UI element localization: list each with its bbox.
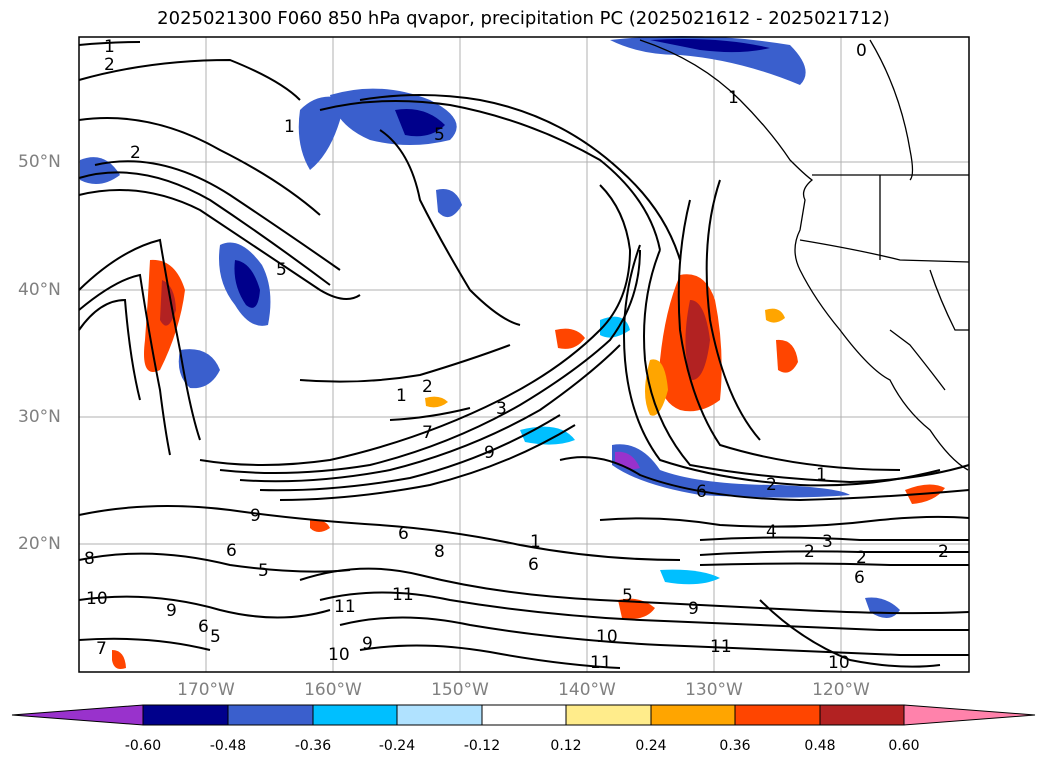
lat-label: 30°N — [18, 407, 61, 427]
contour-label: 6 — [696, 482, 707, 502]
colorbar-segment — [819, 704, 905, 726]
lon-label: 150°W — [431, 680, 489, 700]
contour-label: 9 — [484, 443, 495, 463]
contour-label: 3 — [496, 399, 507, 419]
contour-label: 6 — [198, 617, 209, 637]
contour-label: 3 — [822, 532, 833, 552]
contour-label: 6 — [398, 524, 409, 544]
colorbar-segment — [481, 704, 567, 726]
colorbar-extend-high — [903, 704, 1036, 726]
contour-label: 1 — [816, 465, 827, 485]
contour-label: 5 — [258, 561, 269, 581]
contour-label: 9 — [166, 601, 177, 621]
map-title: 2025021300 F060 850 hPa qvapor, precipit… — [157, 8, 890, 29]
lon-label: 170°W — [177, 680, 235, 700]
contour-label: 11 — [710, 637, 732, 657]
colorbar-tick: 0.36 — [719, 738, 751, 754]
contour-label: 8 — [434, 542, 445, 562]
contour-label: 7 — [96, 639, 107, 659]
colorbar-segment — [312, 704, 398, 726]
colorbar-segment — [142, 704, 229, 726]
precip-positive-areas — [112, 259, 945, 669]
colorbar-tick: -0.12 — [463, 738, 501, 754]
colorbar-segment — [734, 704, 821, 726]
lat-label: 40°N — [18, 280, 61, 300]
contour-label: 11 — [392, 585, 414, 605]
contour-label: 2 — [422, 377, 433, 397]
lon-label: 130°W — [685, 680, 743, 700]
contour-label: 10 — [86, 589, 108, 609]
contour-label: 2 — [856, 548, 867, 568]
lat-label: 20°N — [18, 534, 61, 554]
colorbar-segment — [396, 704, 483, 726]
contour-label: 6 — [226, 541, 237, 561]
qvapor-contours — [78, 41, 970, 669]
precip-negative-areas — [80, 36, 900, 619]
colorbar-segment — [565, 704, 652, 726]
contour-label: 0 — [856, 41, 867, 61]
contour-label: 6 — [854, 568, 865, 588]
contour-label: 7 — [422, 423, 433, 443]
contour-label: 2 — [104, 55, 115, 75]
contour-label: 11 — [334, 597, 356, 617]
contour-label: 8 — [84, 549, 95, 569]
colorbar-tick: 0.48 — [804, 738, 836, 754]
lon-label: 120°W — [812, 680, 870, 700]
contour-label: 2 — [766, 475, 777, 495]
contour-label: 1 — [728, 88, 739, 108]
contour-label: 11 — [590, 653, 612, 673]
contour-label: 9 — [688, 599, 699, 619]
lon-label: 160°W — [304, 680, 362, 700]
contour-label: 10 — [328, 645, 350, 665]
plot-border — [78, 36, 970, 673]
contour-label: 9 — [362, 634, 373, 654]
contour-label: 2 — [130, 143, 141, 163]
colorbar-tick: -0.36 — [294, 738, 332, 754]
colorbar — [11, 704, 1036, 726]
colorbar-tick: -0.24 — [378, 738, 416, 754]
colorbar-tick: -0.48 — [209, 738, 247, 754]
lat-label: 50°N — [18, 152, 61, 172]
contour-label: 5 — [276, 260, 287, 280]
contour-label: 9 — [250, 506, 261, 526]
contour-label: 2 — [804, 542, 815, 562]
contour-label-group: 1 2 2 1 5 5 1 2 3 9 7 0 1 1 2 6 4 2 3 2 … — [84, 37, 949, 673]
contour-label: 1 — [284, 117, 295, 137]
colorbar-tick: 0.24 — [635, 738, 667, 754]
contour-label: 2 — [938, 542, 949, 562]
contour-label: 5 — [622, 586, 633, 606]
contour-label: 6 — [528, 555, 539, 575]
contour-label: 1 — [530, 532, 541, 552]
contour-label: 4 — [766, 522, 777, 542]
contour-label: 10 — [596, 627, 618, 647]
contour-label: 1 — [396, 386, 407, 406]
colorbar-segment — [650, 704, 736, 726]
contour-label: 10 — [828, 653, 850, 673]
contour-label: 1 — [104, 37, 115, 57]
colorbar-tick: 0.12 — [550, 738, 582, 754]
lon-label: 140°W — [558, 680, 616, 700]
colorbar-tick: 0.60 — [888, 738, 920, 754]
contour-label: 5 — [434, 125, 445, 145]
coastlines — [639, 39, 970, 471]
colorbar-tick: -0.60 — [124, 738, 162, 754]
contour-label: 5 — [210, 627, 221, 647]
colorbar-segment — [227, 704, 314, 726]
colorbar-extend-low — [11, 704, 144, 726]
